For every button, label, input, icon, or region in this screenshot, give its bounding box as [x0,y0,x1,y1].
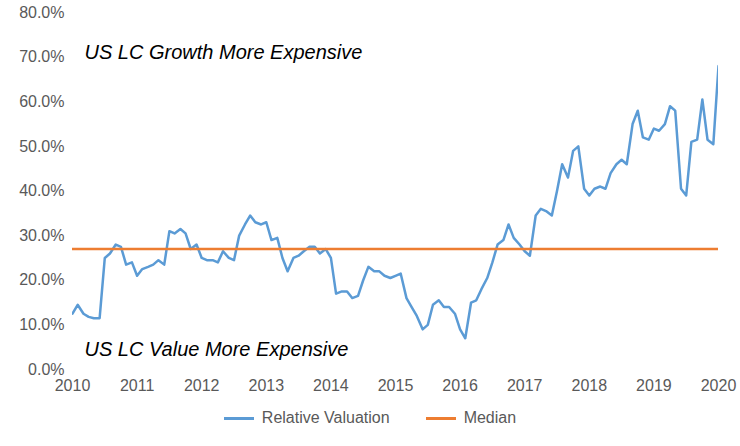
svg-text:2018: 2018 [572,377,608,394]
svg-text:2012: 2012 [184,377,220,394]
svg-text:2014: 2014 [313,377,349,394]
svg-text:20.0%: 20.0% [19,271,64,288]
svg-text:0.0%: 0.0% [28,361,64,378]
svg-text:30.0%: 30.0% [19,227,64,244]
svg-text:10.0%: 10.0% [19,316,64,333]
html-text:Relative Valuation: Relative Valuation [261,409,390,426]
svg-text:50.0%: 50.0% [19,137,64,154]
svg-text:60.0%: 60.0% [19,93,64,110]
svg-text:2015: 2015 [378,377,414,394]
svg-text:40.0%: 40.0% [19,182,64,199]
svg-text:US LC Growth More Expensive: US LC Growth More Expensive [85,41,363,63]
svg-text:2013: 2013 [249,377,285,394]
svg-text:2016: 2016 [442,377,478,394]
svg-text:2020: 2020 [701,377,737,394]
svg-text:70.0%: 70.0% [19,48,64,65]
svg-text:2019: 2019 [636,377,672,394]
svg-text:80.0%: 80.0% [19,4,64,21]
svg-text:2011: 2011 [120,377,155,394]
svg-text:2017: 2017 [507,377,543,394]
html-text:Median: Median [463,409,517,426]
svg-text:2010: 2010 [55,377,91,394]
svg-text:US LC Value More Expensive: US LC Value More Expensive [85,338,349,360]
